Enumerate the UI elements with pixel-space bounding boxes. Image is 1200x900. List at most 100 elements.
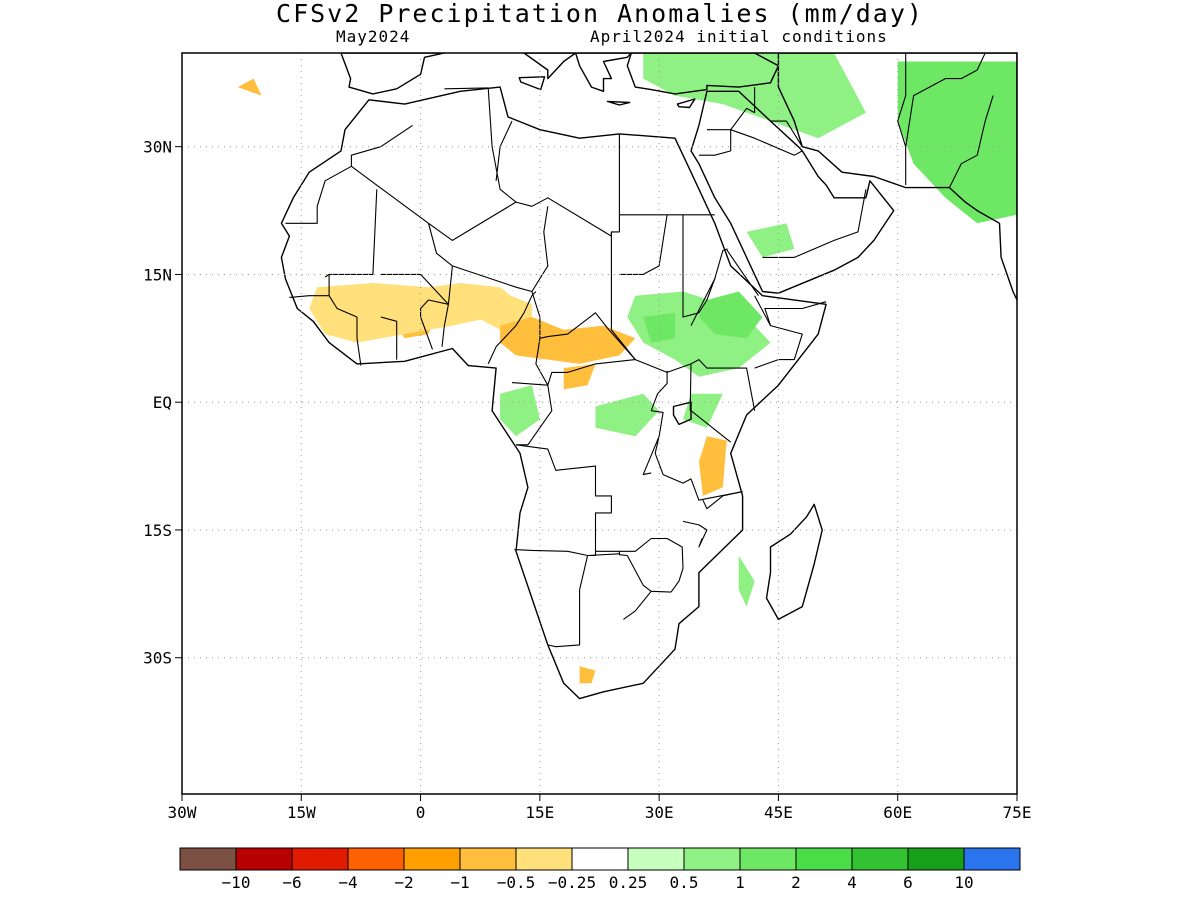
country-border-2 <box>324 189 378 278</box>
coastline-7 <box>626 53 780 95</box>
colorbar-swatch-1 <box>235 847 293 871</box>
anomaly-region-6 <box>698 436 727 496</box>
country-border-46 <box>897 53 907 147</box>
country-border-7 <box>610 329 756 411</box>
country-border-13 <box>289 295 330 298</box>
coastline-2 <box>690 90 895 294</box>
colorbar-swatch-4 <box>403 847 461 871</box>
country-border-12 <box>356 317 362 366</box>
country-border-28 <box>547 589 581 648</box>
country-border-44 <box>770 120 803 147</box>
colorbar-label-13: 10 <box>954 873 973 892</box>
x-tick-label-7: 75E <box>1003 803 1032 822</box>
y-tick-label-1: 15N <box>143 265 172 284</box>
anomaly-region-17 <box>746 223 795 258</box>
country-border-43 <box>730 87 756 131</box>
country-border-35 <box>726 249 759 297</box>
country-border-37 <box>764 301 827 326</box>
country-border-22 <box>689 363 692 411</box>
x-tick-label-2: 0 <box>416 803 426 822</box>
anomaly-region-2 <box>309 283 516 343</box>
colorbar: −10 −6 −4 −2 −1 −0.5 −0.25 0.25 0.5 1 2 4 6 10 <box>179 847 1021 892</box>
coastline-1 <box>765 503 823 621</box>
anomaly-region-7 <box>237 78 262 96</box>
colorbar-label-3: −2 <box>394 873 413 892</box>
country-border-27 <box>618 551 672 593</box>
anomaly-layer <box>237 53 1017 684</box>
country-border-41 <box>698 129 732 156</box>
x-tick-label-1: 15W <box>287 803 316 822</box>
country-border-34 <box>690 248 728 326</box>
x-tick-label-6: 60E <box>883 803 912 822</box>
anomaly-region-12 <box>500 385 540 437</box>
country-border-15 <box>328 274 358 318</box>
colorbar-swatch-0 <box>179 847 237 871</box>
country-border-31 <box>623 590 652 620</box>
anomaly-region-8 <box>579 666 596 684</box>
axis-ticks: 30W 15W 0 15E 30E 45E 60E 75E 30N 15N EQ 15S 30S <box>143 138 1031 822</box>
colorbar-label-9: 1 <box>735 873 745 892</box>
anomaly-region-11 <box>595 393 660 437</box>
colorbar-label-7: 0.25 <box>609 873 648 892</box>
country-border-18 <box>535 338 636 386</box>
country-border-45 <box>905 53 986 185</box>
initial-conditions: April2024 initial conditions <box>590 27 888 46</box>
country-border-42 <box>730 129 803 156</box>
country-border-9 <box>420 223 453 350</box>
country-border-33 <box>702 491 743 510</box>
country-border-36 <box>754 295 803 369</box>
colorbar-swatch-8 <box>627 847 685 871</box>
country-border-39 <box>619 214 668 275</box>
chart-title: CFSv2 Precipitation Anomalies (mm/day) <box>276 0 924 28</box>
country-border-5 <box>610 133 620 330</box>
country-border-16 <box>441 304 449 347</box>
colorbar-swatch-7 <box>571 847 629 871</box>
coastline-9 <box>676 98 696 109</box>
colorbar-swatch-6 <box>515 847 573 871</box>
coastline-3 <box>777 53 1017 301</box>
coastline-0 <box>280 86 827 700</box>
coastline-5 <box>523 53 577 80</box>
country-border-19 <box>511 382 553 446</box>
x-tick-label-4: 30E <box>645 803 674 822</box>
y-tick-label-2: EQ <box>153 393 172 412</box>
coastline-8 <box>1055 321 1069 351</box>
colorbar-label-5: −0.5 <box>497 873 536 892</box>
colorbar-swatch-3 <box>347 847 405 871</box>
colorbar-swatch-12 <box>851 847 909 871</box>
colorbar-swatch-2 <box>291 847 349 871</box>
country-border-4 <box>495 120 513 181</box>
country-border-17 <box>487 291 537 365</box>
anomaly-region-18 <box>738 555 755 607</box>
x-tick-label-0: 30W <box>168 803 197 822</box>
country-border-26 <box>595 537 684 593</box>
country-border-10 <box>452 265 533 293</box>
x-tick-label-3: 15E <box>525 803 554 822</box>
country-border-0 <box>285 165 612 241</box>
coastline-4 <box>340 53 446 95</box>
anomaly-region-5 <box>563 363 596 390</box>
coastline-11 <box>606 100 631 106</box>
coastline-10 <box>518 76 546 91</box>
country-border-38 <box>682 214 716 318</box>
coastline-12 <box>672 401 692 426</box>
colorbar-label-8: 0.5 <box>670 873 699 892</box>
colorbar-swatch-5 <box>459 847 517 871</box>
country-border-40 <box>762 189 867 258</box>
colorbar-label-12: 6 <box>903 873 913 892</box>
coastline-6 <box>574 53 632 93</box>
anomaly-region-10 <box>683 393 723 428</box>
country-border-1 <box>350 124 413 167</box>
colorbar-label-0: −10 <box>222 873 251 892</box>
x-tick-label-5: 45E <box>764 803 793 822</box>
country-border-23 <box>690 410 732 443</box>
country-border-30 <box>514 549 588 557</box>
anomaly-region-14 <box>643 312 675 343</box>
y-tick-label-0: 30N <box>143 138 172 157</box>
map-frame <box>181 52 1018 795</box>
y-tick-label-4: 30S <box>143 649 172 668</box>
country-border-29 <box>579 553 620 590</box>
country-border-11 <box>380 316 398 360</box>
anomaly-region-15 <box>897 61 1017 224</box>
